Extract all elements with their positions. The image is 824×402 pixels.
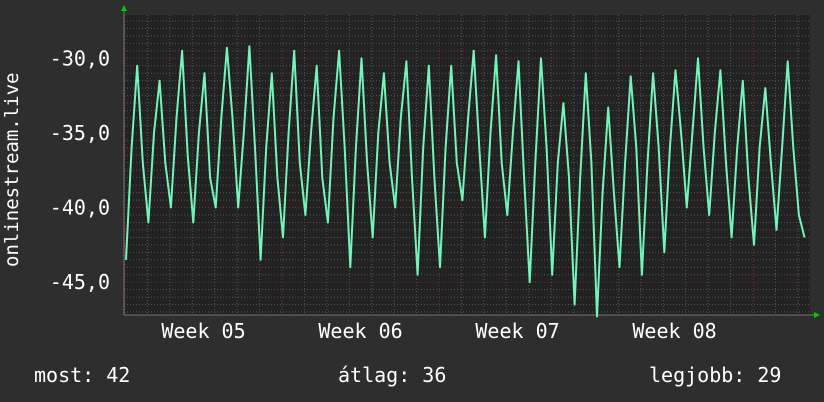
legend-max: legjobb: 29	[649, 363, 782, 387]
x-tick-label: Week 06	[318, 319, 402, 343]
y-tick-label: -45,0	[50, 270, 110, 294]
y-tick-label: -35,0	[50, 121, 110, 145]
legend-average: átlag: 36	[338, 363, 447, 387]
y-tick-label: -30,0	[50, 46, 110, 70]
x-axis-arrow-icon	[814, 312, 820, 318]
plot-area	[124, 15, 810, 315]
legend-current: most: 42	[34, 363, 131, 387]
x-tick-label: Week 05	[161, 319, 245, 343]
series-line	[125, 45, 806, 318]
y-tick-label: -40,0	[50, 196, 110, 220]
y-axis-arrow-icon	[121, 5, 127, 11]
x-tick-label: Week 07	[475, 319, 559, 343]
x-tick-label: Week 08	[632, 319, 716, 343]
y-axis-label: onlinestream.live	[1, 72, 23, 267]
